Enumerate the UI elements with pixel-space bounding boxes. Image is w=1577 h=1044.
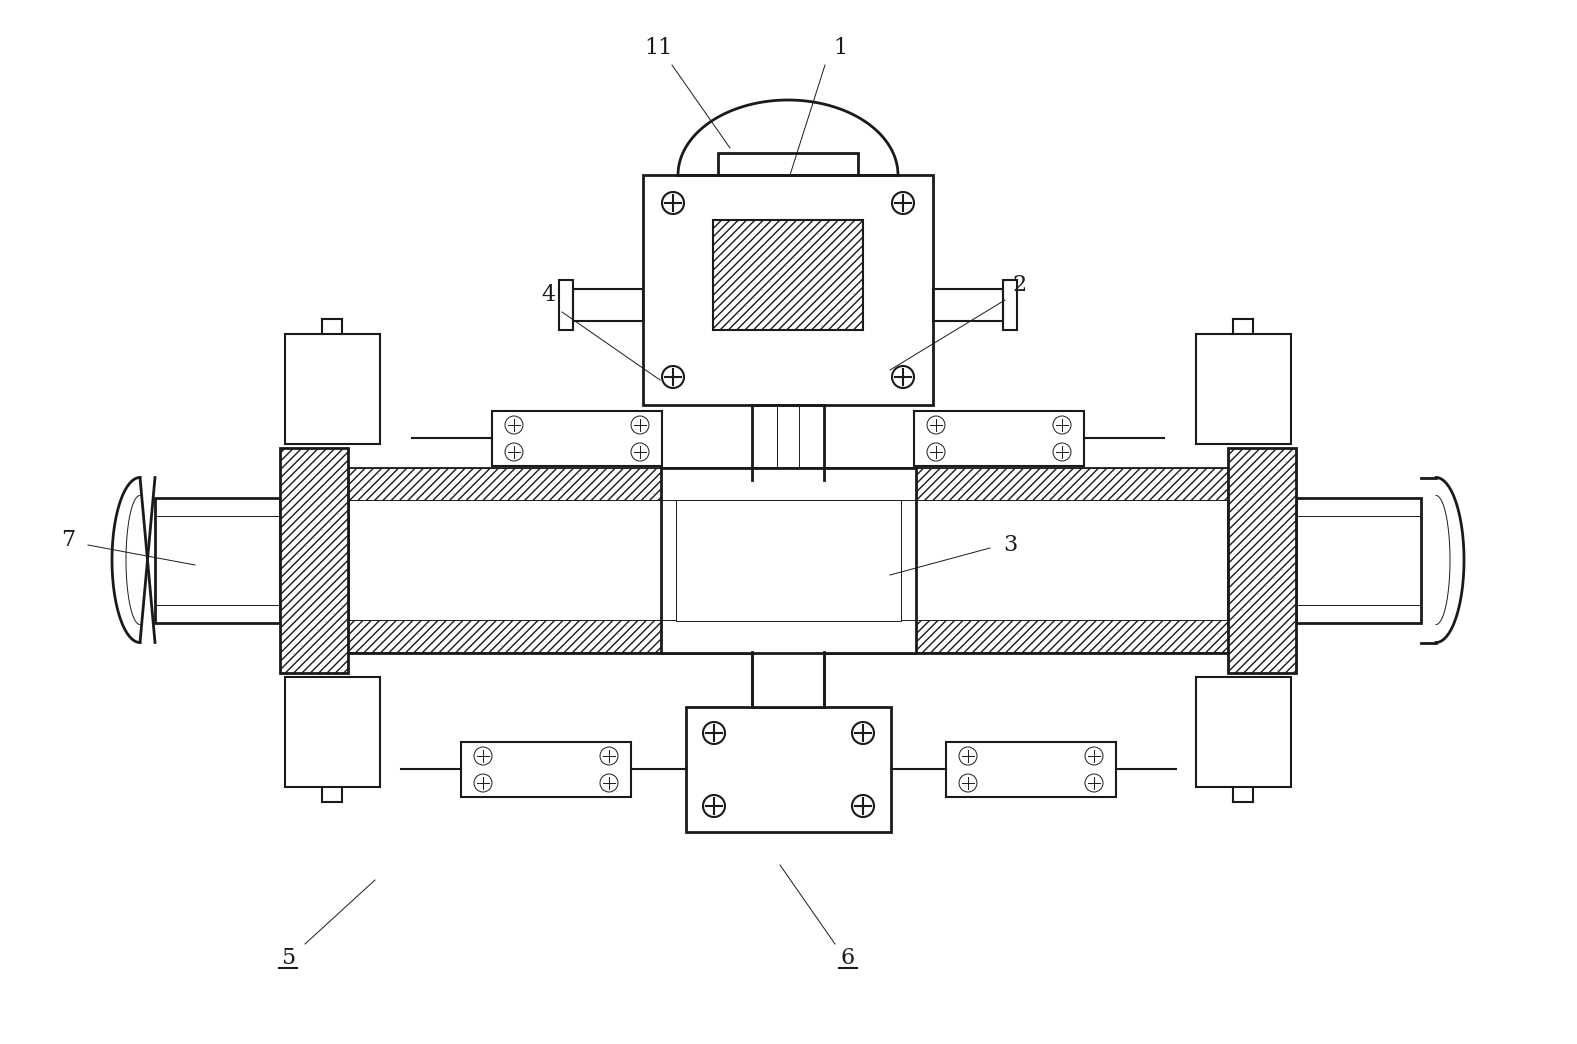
- Bar: [719, 226, 856, 324]
- Bar: [643, 175, 934, 405]
- Bar: [349, 620, 1228, 652]
- Bar: [946, 742, 1117, 797]
- Bar: [934, 289, 1003, 321]
- Bar: [713, 220, 863, 330]
- Bar: [718, 153, 858, 175]
- Bar: [1296, 498, 1421, 623]
- Text: 3: 3: [1003, 533, 1017, 556]
- Bar: [281, 448, 349, 673]
- Bar: [1195, 677, 1292, 787]
- Bar: [349, 468, 1228, 652]
- Bar: [349, 468, 1228, 500]
- Text: 11: 11: [643, 37, 672, 60]
- Text: 1: 1: [833, 37, 847, 60]
- Bar: [677, 500, 900, 621]
- Bar: [285, 677, 380, 787]
- Bar: [752, 652, 825, 707]
- Bar: [915, 411, 1083, 466]
- Text: 6: 6: [841, 947, 855, 969]
- Bar: [285, 334, 380, 444]
- Bar: [1228, 448, 1296, 673]
- Text: 2: 2: [1012, 274, 1027, 296]
- Bar: [1003, 280, 1017, 330]
- Text: 7: 7: [62, 529, 76, 551]
- Bar: [752, 405, 825, 480]
- Bar: [558, 280, 572, 330]
- Bar: [686, 707, 891, 832]
- Bar: [1195, 334, 1292, 444]
- Text: 4: 4: [541, 284, 555, 306]
- Bar: [460, 742, 631, 797]
- Bar: [572, 289, 643, 321]
- Text: 5: 5: [281, 947, 295, 969]
- Bar: [661, 468, 916, 652]
- Bar: [155, 498, 281, 623]
- Bar: [492, 411, 662, 466]
